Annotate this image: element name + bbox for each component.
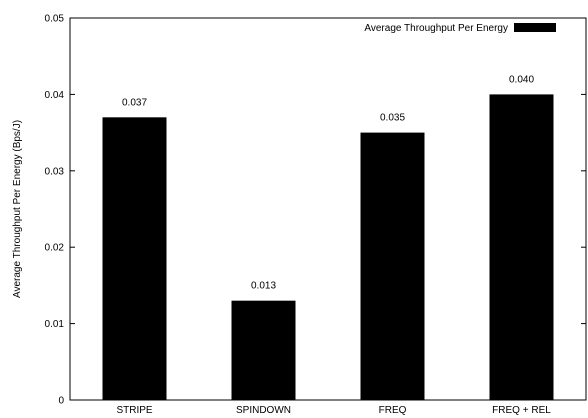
- y-tick-label: 0.01: [45, 319, 65, 330]
- y-tick-label: 0.02: [45, 243, 65, 254]
- bar: [102, 117, 167, 400]
- plot-frame: [69, 17, 587, 401]
- bar: [360, 132, 425, 400]
- data-label: 0.013: [251, 281, 276, 292]
- data-label: 0.037: [122, 97, 147, 108]
- legend-swatch: [514, 23, 556, 32]
- y-tick-label: 0.04: [45, 90, 65, 101]
- legend-label: Average Throughput Per Energy: [364, 23, 508, 34]
- legend: Average Throughput Per Energy: [364, 23, 556, 34]
- x-tick-label: SPINDOWN: [236, 405, 291, 416]
- y-axis-title: Average Throughput Per Energy (Bps/J): [12, 120, 23, 298]
- x-axis-labels: STRIPE SPINDOWN FREQ FREQ + REL: [116, 395, 551, 416]
- y-tick-label: 0: [58, 396, 64, 407]
- x-tick-label: FREQ + REL: [492, 405, 551, 416]
- data-label: 0.035: [380, 113, 405, 124]
- x-tick-label: STRIPE: [116, 405, 152, 416]
- y-tick-label: 0.05: [45, 14, 65, 25]
- data-label: 0.040: [509, 74, 534, 85]
- bar: [489, 94, 554, 401]
- bar: [231, 300, 296, 400]
- y-tick-label: 0.03: [45, 166, 65, 177]
- x-tick-label: FREQ: [379, 405, 407, 416]
- bars: 0.037 0.013 0.035 0.040: [102, 74, 554, 401]
- y-axis-ticks: 0 0.01 0.02 0.03 0.04 0.05: [45, 14, 586, 407]
